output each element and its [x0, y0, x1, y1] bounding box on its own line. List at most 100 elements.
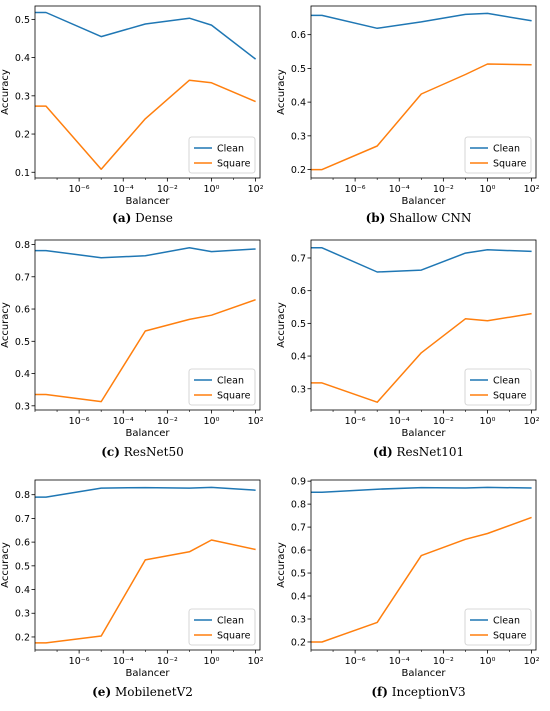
series-line-square [35, 298, 256, 403]
series-line-clean [311, 12, 532, 30]
panel-caption: (c) ResNet50 [101, 445, 183, 459]
axes-frame [310, 5, 537, 179]
series-line-clean [35, 11, 257, 60]
y-tick-label: 0.3 [15, 609, 30, 620]
legend-box [188, 368, 256, 406]
x-tick-label: 10⁰ [480, 656, 496, 667]
chart-panel-d: 0.3 0.4 0.5 0.6 0.7 10⁻⁶ 10⁻⁴ 10⁻² 10⁰ 10² Balance… [276, 239, 540, 459]
legend-label-clean: Clean [217, 376, 244, 387]
x-tick-label: 10⁻² [433, 184, 454, 195]
y-tick-label: 0.6 [15, 305, 30, 316]
y-tick-label: 0.6 [15, 538, 30, 549]
panel-caption-name: ResNet101 [393, 445, 464, 459]
x-axis-label: Balancer [126, 668, 171, 679]
panel-caption-name: Shallow CNN [385, 211, 471, 225]
x-tick-label: 10⁻² [433, 416, 454, 427]
axes-frame [310, 479, 537, 651]
x-tick-label: 10⁻⁴ [389, 416, 410, 427]
x-tick-label: 10⁻² [157, 656, 178, 667]
y-tick-label: 0.4 [15, 369, 30, 380]
legend: Clean Square [464, 136, 532, 174]
y-tick-label: 0.7 [291, 523, 306, 534]
panel-caption: (e) MobilenetV2 [92, 685, 193, 699]
x-tick-label: 10⁻⁶ [345, 656, 366, 667]
axes-frame [310, 239, 537, 411]
y-tick-label: 0.5 [291, 569, 306, 580]
x-tick-label: 10⁰ [204, 656, 220, 667]
y-tick-label: 0.2 [291, 637, 306, 648]
x-tick-label: 10² [248, 416, 264, 427]
legend-box [464, 608, 532, 646]
legend: Clean Square [464, 608, 532, 646]
legend: Clean Square [188, 368, 256, 406]
panel-caption-name: Dense [131, 211, 173, 225]
y-tick-label: 0.4 [291, 592, 306, 603]
x-tick-label: 10⁻⁴ [389, 184, 410, 195]
panel-caption: (a) Dense [112, 211, 173, 225]
y-tick-label: 0.6 [291, 286, 306, 297]
y-tick-label: 0.8 [15, 490, 30, 501]
series-line-square [311, 312, 532, 403]
chart-panel-b: 0.2 0.3 0.4 0.5 0.6 10⁻⁶ 10⁻⁴ 10⁻² 10⁰ 10² Balance… [276, 5, 540, 225]
x-tick-label: 10⁻⁶ [345, 184, 366, 195]
legend-label-square: Square [217, 159, 251, 170]
chart-panel-f: 0.2 0.3 0.4 0.5 0.6 0.7 0.8 0.9 10⁻⁶ 10⁻⁴ 10⁻² 10⁰ 1… [276, 477, 540, 699]
y-tick-label: 0.5 [15, 561, 30, 572]
x-tick-label: 10⁻⁶ [345, 416, 366, 427]
x-tick-label: 10⁻⁶ [69, 416, 90, 427]
x-axis-label: Balancer [402, 668, 447, 679]
x-tick-label: 10⁻⁶ [69, 656, 90, 667]
x-tick-label: 10⁰ [204, 416, 220, 427]
y-tick-label: 0.7 [15, 514, 30, 525]
panel-caption-letter: (d) [373, 445, 393, 459]
legend: Clean Square [188, 608, 256, 646]
x-tick-label: 10² [248, 656, 264, 667]
x-tick-label: 10⁻⁴ [113, 184, 134, 195]
x-tick-label: 10⁻⁴ [113, 656, 134, 667]
y-tick-label: 0.8 [15, 240, 30, 251]
y-axis-label: Accuracy [0, 69, 11, 115]
y-tick-label: 0.7 [15, 272, 30, 283]
y-tick-label: 0.3 [15, 401, 30, 412]
panel-caption-name: ResNet50 [120, 445, 184, 459]
y-tick-label: 0.3 [291, 384, 306, 395]
x-axis-label: Balancer [402, 428, 447, 439]
y-tick-label: 0.2 [15, 632, 30, 643]
x-tick-label: 10² [248, 184, 264, 195]
x-tick-label: 10⁻² [433, 656, 454, 667]
y-tick-label: 0.3 [291, 614, 306, 625]
y-tick-label: 0.3 [291, 131, 306, 142]
legend-label-clean: Clean [493, 144, 520, 155]
x-tick-label: 10² [524, 656, 540, 667]
panel-caption: (b) Shallow CNN [366, 211, 472, 225]
legend-label-clean: Clean [217, 616, 244, 627]
legend-label-clean: Clean [493, 616, 520, 627]
legend-label-square: Square [217, 631, 251, 642]
panel-caption-letter: (c) [101, 445, 120, 459]
y-tick-label: 0.4 [15, 53, 30, 64]
x-tick-label: 10⁻² [157, 184, 178, 195]
chart-panel-a: 0.1 0.2 0.3 0.4 0.5 10⁻⁶ 10⁻⁴ 10⁻² 10⁰ 10² Balance… [0, 5, 264, 225]
legend-box [188, 608, 256, 646]
y-tick-label: 0.3 [15, 91, 30, 102]
panel-caption: (d) ResNet101 [373, 445, 464, 459]
series-line-square [35, 539, 256, 644]
legend-label-square: Square [493, 631, 527, 642]
series-line-clean [35, 486, 256, 498]
x-tick-label: 10⁻⁴ [113, 416, 134, 427]
y-tick-label: 0.5 [291, 64, 306, 75]
panel-caption-name: InceptionV3 [388, 685, 466, 699]
y-tick-label: 0.5 [291, 319, 306, 330]
panel-caption-letter: (e) [92, 685, 111, 699]
y-tick-label: 0.2 [15, 130, 30, 141]
y-tick-label: 0.6 [291, 546, 306, 557]
y-axis-label: Accuracy [276, 69, 287, 115]
x-tick-label: 10⁻⁴ [389, 656, 410, 667]
x-axis-label: Balancer [126, 428, 171, 439]
axes-frame [34, 5, 261, 179]
panel-caption-letter: (a) [112, 211, 131, 225]
y-tick-label: 0.9 [291, 477, 306, 488]
x-axis-label: Balancer [126, 196, 171, 207]
